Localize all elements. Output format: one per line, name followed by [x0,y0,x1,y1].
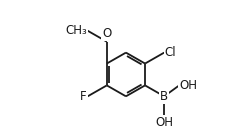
Text: Cl: Cl [164,46,176,59]
Text: OH: OH [178,79,196,92]
Text: B: B [159,90,167,103]
Text: O: O [102,27,111,40]
Text: B: B [159,90,167,103]
Text: F: F [80,90,87,103]
Text: OH: OH [155,116,172,129]
Text: F: F [80,90,87,103]
Text: O: O [102,27,111,40]
Text: CH₃: CH₃ [65,24,87,37]
Text: Cl: Cl [164,46,176,59]
Text: CH₃: CH₃ [65,24,87,37]
Text: OH: OH [178,79,196,92]
Text: OH: OH [155,116,172,129]
